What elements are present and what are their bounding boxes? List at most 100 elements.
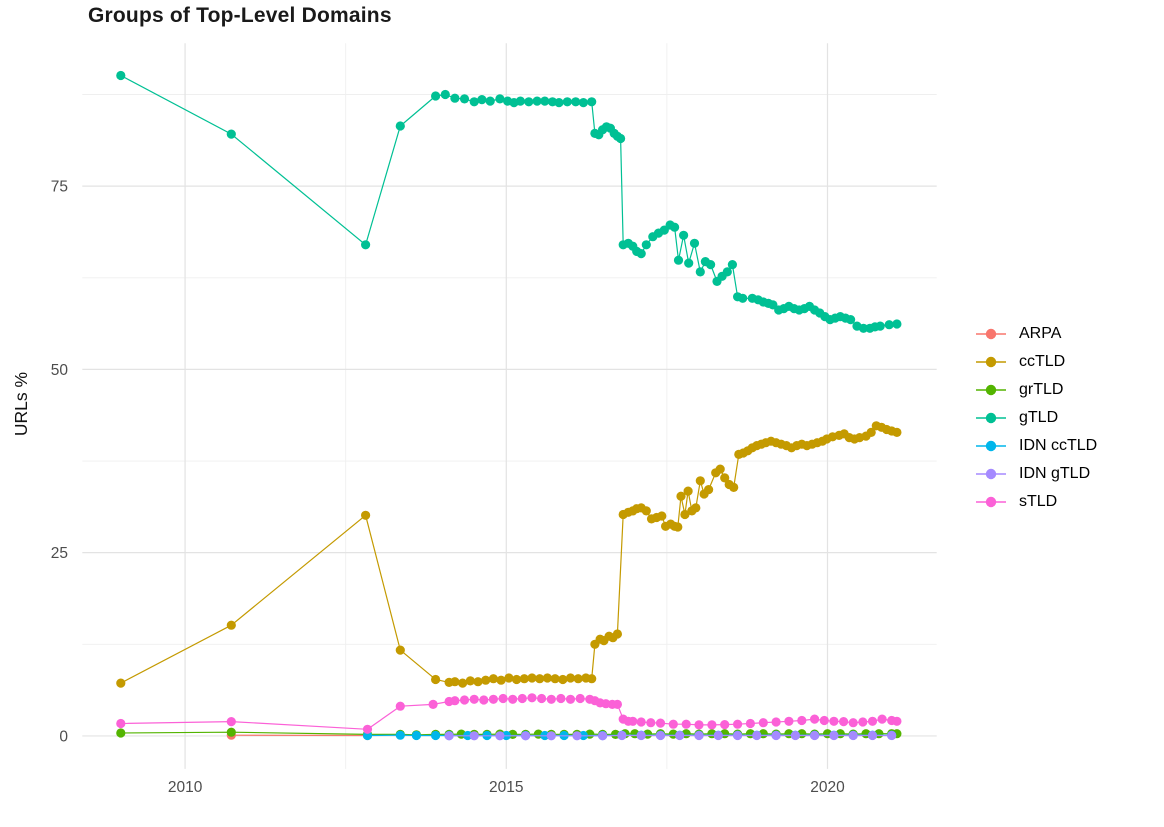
data-point — [877, 714, 887, 724]
data-point — [554, 98, 564, 108]
data-point — [116, 718, 126, 729]
data-point — [695, 267, 705, 277]
y-tick-label: 0 — [59, 728, 68, 745]
data-point — [745, 718, 756, 729]
data-point — [571, 97, 581, 107]
axis-tick-labels: 0 25 50 75 2010 2015 2020 — [51, 179, 845, 796]
data-point — [465, 676, 475, 686]
data-point — [535, 674, 545, 684]
series-line — [120, 74, 897, 329]
data-point — [706, 260, 716, 270]
data-point — [707, 720, 717, 730]
data-point — [542, 673, 553, 683]
data-point — [575, 693, 585, 704]
data-point — [226, 717, 236, 727]
data-point — [668, 719, 678, 729]
data-point — [444, 731, 454, 741]
data-point — [713, 730, 723, 741]
data-point — [469, 731, 479, 741]
data-point — [727, 260, 738, 270]
legend-key-icon — [976, 496, 1006, 508]
data-point — [694, 720, 704, 730]
data-point — [361, 510, 371, 520]
data-point — [527, 673, 537, 683]
data-point — [469, 694, 479, 704]
data-point — [565, 673, 576, 683]
data-point — [431, 674, 441, 685]
data-point — [450, 93, 460, 103]
y-tick-label: 75 — [51, 179, 68, 196]
data-point — [636, 249, 646, 259]
data-point — [720, 720, 730, 730]
data-point — [675, 730, 685, 741]
data-point — [572, 731, 582, 741]
data-point — [511, 674, 522, 685]
data-point — [616, 133, 626, 144]
data-point — [733, 719, 743, 729]
legend-item-grTLD: grTLD — [976, 376, 1097, 404]
data-point — [673, 522, 683, 532]
data-point — [496, 675, 506, 685]
legend-item-sTLD: sTLD — [976, 488, 1097, 516]
data-point — [116, 728, 126, 738]
data-point — [720, 473, 730, 483]
data-point — [485, 96, 495, 106]
series-gTLD — [116, 70, 902, 333]
data-point — [498, 693, 508, 704]
data-point — [655, 730, 666, 741]
legend-label: ARPA — [1019, 325, 1062, 342]
data-point — [537, 693, 547, 704]
x-tick-label: 2010 — [168, 779, 203, 796]
data-point — [848, 730, 858, 741]
data-point — [875, 321, 885, 331]
data-point — [532, 96, 542, 106]
data-point — [829, 716, 839, 726]
data-point — [469, 97, 479, 107]
data-point — [517, 693, 527, 704]
data-point — [540, 96, 550, 106]
data-point — [477, 95, 487, 105]
data-point — [395, 730, 405, 740]
data-point — [459, 94, 470, 104]
data-point — [488, 694, 498, 704]
data-point — [810, 730, 820, 741]
series-IDN-gTLD — [444, 730, 897, 741]
series-sTLD — [116, 693, 902, 734]
data-point — [733, 730, 743, 741]
data-point — [578, 98, 589, 108]
data-point — [459, 695, 470, 705]
data-point — [858, 323, 869, 333]
data-point — [655, 718, 666, 728]
data-point — [546, 694, 556, 704]
grid-lines — [82, 43, 937, 769]
data-point — [524, 97, 534, 107]
data-series — [116, 70, 902, 741]
data-point — [562, 97, 572, 107]
data-point — [488, 674, 498, 684]
data-point — [556, 693, 566, 704]
data-point — [558, 674, 568, 685]
data-point — [362, 724, 373, 734]
x-tick-label: 2015 — [489, 779, 523, 796]
data-point — [226, 129, 236, 139]
data-point — [892, 716, 902, 726]
data-point — [892, 319, 902, 329]
data-point — [704, 485, 714, 495]
series-line — [120, 697, 897, 730]
data-point — [519, 674, 529, 684]
data-point — [784, 716, 794, 726]
data-point — [691, 503, 701, 513]
data-point — [867, 730, 878, 741]
data-point — [646, 718, 656, 728]
data-point — [738, 293, 748, 303]
y-tick-label: 25 — [51, 545, 68, 562]
data-point — [565, 694, 576, 704]
legend-label: grTLD — [1019, 381, 1064, 398]
data-point — [797, 715, 807, 726]
data-point — [715, 464, 725, 474]
x-tick-label: 2020 — [810, 779, 845, 796]
data-point — [573, 674, 583, 684]
data-point — [515, 96, 526, 106]
